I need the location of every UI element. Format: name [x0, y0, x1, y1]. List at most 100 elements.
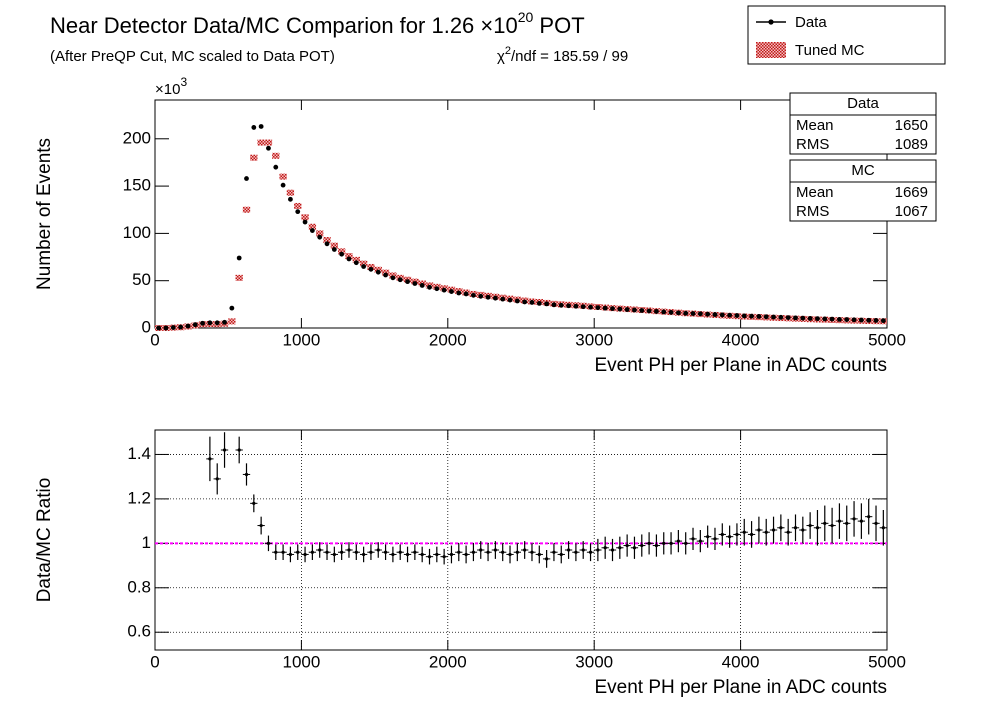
ratio-point — [698, 539, 702, 543]
data-point — [639, 308, 645, 313]
data-point — [514, 298, 520, 304]
ratio-point — [420, 552, 424, 557]
data-point — [492, 295, 498, 301]
ratio-point — [874, 521, 878, 525]
ratio-point — [757, 528, 761, 532]
ratio-point — [486, 550, 490, 554]
mc-band — [359, 260, 368, 267]
ratio-point — [332, 552, 336, 557]
ratio-point — [684, 541, 688, 545]
data-point — [858, 317, 864, 323]
mc-band — [235, 274, 243, 281]
mc-band — [301, 214, 309, 221]
data-point — [507, 297, 513, 303]
ratio-point — [581, 548, 585, 552]
y-multiplier-sup: 3 — [180, 75, 187, 89]
data-point — [185, 323, 191, 329]
data-point — [668, 309, 674, 315]
data-point — [661, 309, 667, 315]
data-point — [375, 269, 381, 275]
data-point — [485, 294, 491, 300]
x-tick-label: 5000 — [868, 652, 906, 671]
data-point — [471, 292, 476, 298]
data-point — [251, 125, 257, 130]
ratio-point — [449, 552, 454, 557]
mc-band — [338, 248, 346, 255]
data-point — [632, 307, 637, 313]
ratio-point — [632, 546, 637, 550]
ratio-point — [859, 519, 863, 523]
data-point — [236, 255, 242, 261]
x-tick-label: 1000 — [282, 652, 320, 671]
mc-band — [257, 139, 265, 146]
data-point — [383, 272, 388, 278]
data-point — [200, 320, 205, 326]
data-point — [617, 306, 623, 312]
data-point — [844, 317, 850, 322]
ratio-point — [523, 548, 527, 552]
y-tick-label: 0.6 — [127, 622, 151, 641]
ratio-point — [252, 501, 256, 505]
ratio-point — [691, 537, 695, 541]
y-tick-label: 1.2 — [127, 488, 151, 507]
ratio-point — [801, 528, 805, 532]
ratio-point — [735, 532, 739, 537]
y-multiplier: ×103 — [155, 75, 187, 98]
ratio-point — [435, 552, 439, 557]
ratio-point — [281, 550, 285, 554]
plot-frame — [154, 429, 888, 651]
ratio-point — [713, 537, 717, 541]
ratio-point — [676, 539, 680, 543]
data-point — [441, 287, 447, 293]
subtitle: (After PreQP Cut, MC scaled to Data POT) — [50, 48, 335, 65]
ratio-point — [369, 550, 373, 554]
ratio-point — [823, 521, 827, 525]
ratio-point — [669, 541, 673, 545]
data-point — [822, 316, 828, 322]
data-point — [397, 277, 403, 283]
mc-band — [294, 202, 302, 209]
ratio-point — [559, 552, 563, 557]
mc-band — [286, 189, 295, 196]
ratio-point — [596, 548, 600, 552]
data-point — [595, 305, 601, 311]
data-point — [654, 309, 659, 314]
data-point — [229, 305, 235, 311]
data-point — [244, 176, 249, 181]
ratio-point — [815, 526, 820, 530]
ratio-point — [537, 552, 541, 557]
stats-title: Data — [847, 95, 879, 112]
ratio-point — [442, 555, 446, 559]
stats-label: Mean — [796, 117, 834, 134]
ratio-point — [837, 519, 842, 523]
ratio-point — [222, 448, 227, 452]
y-axis-label: Data/MC Ratio — [34, 478, 55, 603]
data-point — [705, 311, 711, 317]
ratio-point — [288, 552, 293, 557]
x-tick-label: 4000 — [722, 652, 760, 671]
ratio-point — [354, 550, 358, 554]
data-point — [749, 313, 754, 319]
data-point — [793, 315, 798, 321]
ratio-point — [706, 535, 710, 539]
data-point — [580, 304, 586, 310]
data-point — [610, 306, 615, 312]
ratio-point — [867, 515, 871, 519]
data-point — [573, 303, 579, 309]
ratio-point — [515, 550, 519, 554]
data-point — [346, 256, 352, 262]
data-point — [544, 301, 550, 307]
ratio-point — [530, 550, 534, 554]
data-point — [719, 312, 725, 318]
x-tick-label: 3000 — [575, 652, 613, 671]
title-sup: 20 — [518, 9, 534, 25]
ratio-point — [662, 541, 666, 545]
data-point — [456, 290, 462, 296]
ratio-point — [720, 532, 724, 537]
ratio-point — [654, 543, 659, 548]
stats-value: 1669 — [895, 184, 928, 201]
ratio-point — [603, 546, 607, 550]
mc-band — [228, 318, 236, 325]
data-point — [873, 318, 879, 323]
mc-band — [316, 230, 324, 237]
